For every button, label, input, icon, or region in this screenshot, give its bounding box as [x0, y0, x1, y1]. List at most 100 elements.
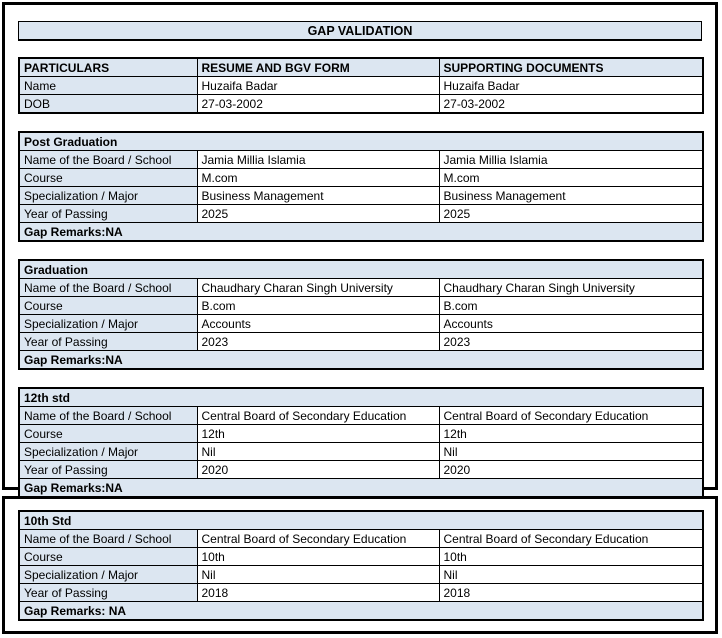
resume-value-cell: 10th	[196, 547, 440, 566]
row-label-cell: Specialization / Major	[18, 186, 198, 205]
section-table-12th-std: 12th std Name of the Board / School Cent…	[18, 387, 705, 498]
gap-remarks: Gap Remarks:NA	[18, 350, 704, 370]
table-row: Name of the Board / School Jamia Millia …	[18, 150, 704, 169]
table-header-row: PARTICULARS RESUME AND BGV FORM SUPPORTI…	[18, 57, 704, 77]
table-row: Specialization / Major Nil Nil	[18, 565, 704, 584]
page-title-text: GAP VALIDATION	[307, 23, 413, 38]
row-label-cell: Specialization / Major	[18, 442, 198, 461]
table-row: Course M.com M.com	[18, 168, 704, 187]
gap-remarks: Gap Remarks:NA	[18, 222, 704, 242]
row-label-cell: Year of Passing	[18, 332, 198, 351]
supporting-value-cell: Chaudhary Charan Singh University	[438, 278, 704, 297]
resume-value-cell: Accounts	[196, 314, 440, 333]
supporting-value-cell: 2018	[438, 583, 704, 602]
section-table-10th-std: 10th Std Name of the Board / School Cent…	[18, 510, 705, 621]
resume-value-cell: M.com	[196, 168, 440, 187]
row-label-cell: Specialization / Major	[18, 314, 198, 333]
section-table-post-graduation: Post Graduation Name of the Board / Scho…	[18, 131, 704, 242]
row-label-cell: Name of the Board / School	[18, 529, 198, 548]
column-header-particulars: PARTICULARS	[18, 57, 198, 77]
supporting-value-cell: Central Board of Secondary Education	[438, 406, 704, 425]
section-header-row: Graduation	[18, 259, 704, 279]
row-label-cell: Course	[18, 296, 198, 315]
table-row: Year of Passing 2020 2020	[18, 460, 704, 479]
row-label-cell: Name of the Board / School	[18, 278, 198, 297]
supporting-value-cell: 2023	[438, 332, 704, 351]
supporting-value-cell: Nil	[438, 442, 704, 461]
resume-value-cell: Jamia Millia Islamia	[196, 150, 440, 169]
gap-remarks-row: Gap Remarks:NA	[18, 350, 704, 370]
row-label-cell: Name	[18, 76, 198, 95]
resume-value-cell: 27-03-2002	[196, 94, 440, 114]
gap-remarks-row: Gap Remarks: NA	[18, 601, 704, 621]
resume-value-cell: 2025	[196, 204, 440, 223]
particulars-table: PARTICULARS RESUME AND BGV FORM SUPPORTI…	[18, 57, 704, 114]
resume-value-cell: Business Management	[196, 186, 440, 205]
resume-value-cell: Chaudhary Charan Singh University	[196, 278, 440, 297]
table-row: Year of Passing 2018 2018	[18, 583, 704, 602]
table-row: DOB 27-03-2002 27-03-2002	[18, 94, 704, 114]
resume-value-cell: Central Board of Secondary Education	[196, 406, 440, 425]
table-row: Year of Passing 2025 2025	[18, 204, 704, 223]
resume-value-cell: 2023	[196, 332, 440, 351]
section-title: 12th std	[18, 387, 704, 407]
row-label-cell: Year of Passing	[18, 460, 198, 479]
resume-value-cell: 12th	[196, 424, 440, 443]
row-label-cell: Name of the Board / School	[18, 150, 198, 169]
supporting-value-cell: 12th	[438, 424, 704, 443]
resume-value-cell: Central Board of Secondary Education	[196, 529, 440, 548]
row-label-cell: Specialization / Major	[18, 565, 198, 584]
supporting-value-cell: B.com	[438, 296, 704, 315]
supporting-value-cell: 2025	[438, 204, 704, 223]
resume-value-cell: 2018	[196, 583, 440, 602]
resume-value-cell: Nil	[196, 565, 440, 584]
table-row: Specialization / Major Business Manageme…	[18, 186, 704, 205]
row-label-cell: Name of the Board / School	[18, 406, 198, 425]
supporting-value-cell: Huzaifa Badar	[438, 76, 704, 95]
supporting-value-cell: Central Board of Secondary Education	[438, 529, 704, 548]
row-label-cell: Course	[18, 424, 198, 443]
resume-value-cell: Huzaifa Badar	[196, 76, 440, 95]
outer-frame-page-1: GAP VALIDATION PARTICULARS RESUME AND BG…	[2, 2, 718, 498]
supporting-value-cell: Jamia Millia Islamia	[438, 150, 704, 169]
table-row: Course B.com B.com	[18, 296, 704, 315]
resume-value-cell: Nil	[196, 442, 440, 461]
gap-remarks: Gap Remarks:NA	[18, 478, 704, 498]
supporting-value-cell: Business Management	[438, 186, 704, 205]
outer-frame-page-2: 10th Std Name of the Board / School Cent…	[2, 496, 718, 634]
row-label-cell: Course	[18, 168, 198, 187]
section-table-graduation: Graduation Name of the Board / School Ch…	[18, 259, 705, 370]
column-header-resume: RESUME AND BGV FORM	[196, 57, 440, 77]
section-header-row: Post Graduation	[18, 131, 704, 151]
section-title: 10th Std	[18, 510, 704, 530]
table-row: Name of the Board / School Central Board…	[18, 406, 704, 425]
section-header-row: 12th std	[18, 387, 704, 407]
supporting-value-cell: 27-03-2002	[438, 94, 704, 114]
table-row: Specialization / Major Nil Nil	[18, 442, 704, 461]
section-title: Post Graduation	[18, 131, 704, 151]
column-header-supporting: SUPPORTING DOCUMENTS	[438, 57, 704, 77]
table-row: Name Huzaifa Badar Huzaifa Badar	[18, 76, 704, 95]
row-label-cell: DOB	[18, 94, 198, 114]
table-row: Name of the Board / School Central Board…	[18, 529, 704, 548]
gap-remarks-row: Gap Remarks:NA	[18, 222, 704, 242]
supporting-value-cell: 2020	[438, 460, 704, 479]
section-header-row: 10th Std	[18, 510, 704, 530]
resume-value-cell: B.com	[196, 296, 440, 315]
table-row: Name of the Board / School Chaudhary Cha…	[18, 278, 704, 297]
gap-remarks: Gap Remarks: NA	[18, 601, 704, 621]
table-row: Course 10th 10th	[18, 547, 704, 566]
table-row: Course 12th 12th	[18, 424, 704, 443]
table-row: Year of Passing 2023 2023	[18, 332, 704, 351]
row-label-cell: Year of Passing	[18, 204, 198, 223]
supporting-value-cell: Nil	[438, 565, 704, 584]
gap-remarks-row: Gap Remarks:NA	[18, 478, 704, 498]
page-title: GAP VALIDATION	[18, 21, 702, 41]
resume-value-cell: 2020	[196, 460, 440, 479]
supporting-value-cell: M.com	[438, 168, 704, 187]
section-title: Graduation	[18, 259, 704, 279]
row-label-cell: Year of Passing	[18, 583, 198, 602]
table-row: Specialization / Major Accounts Accounts	[18, 314, 704, 333]
supporting-value-cell: 10th	[438, 547, 704, 566]
